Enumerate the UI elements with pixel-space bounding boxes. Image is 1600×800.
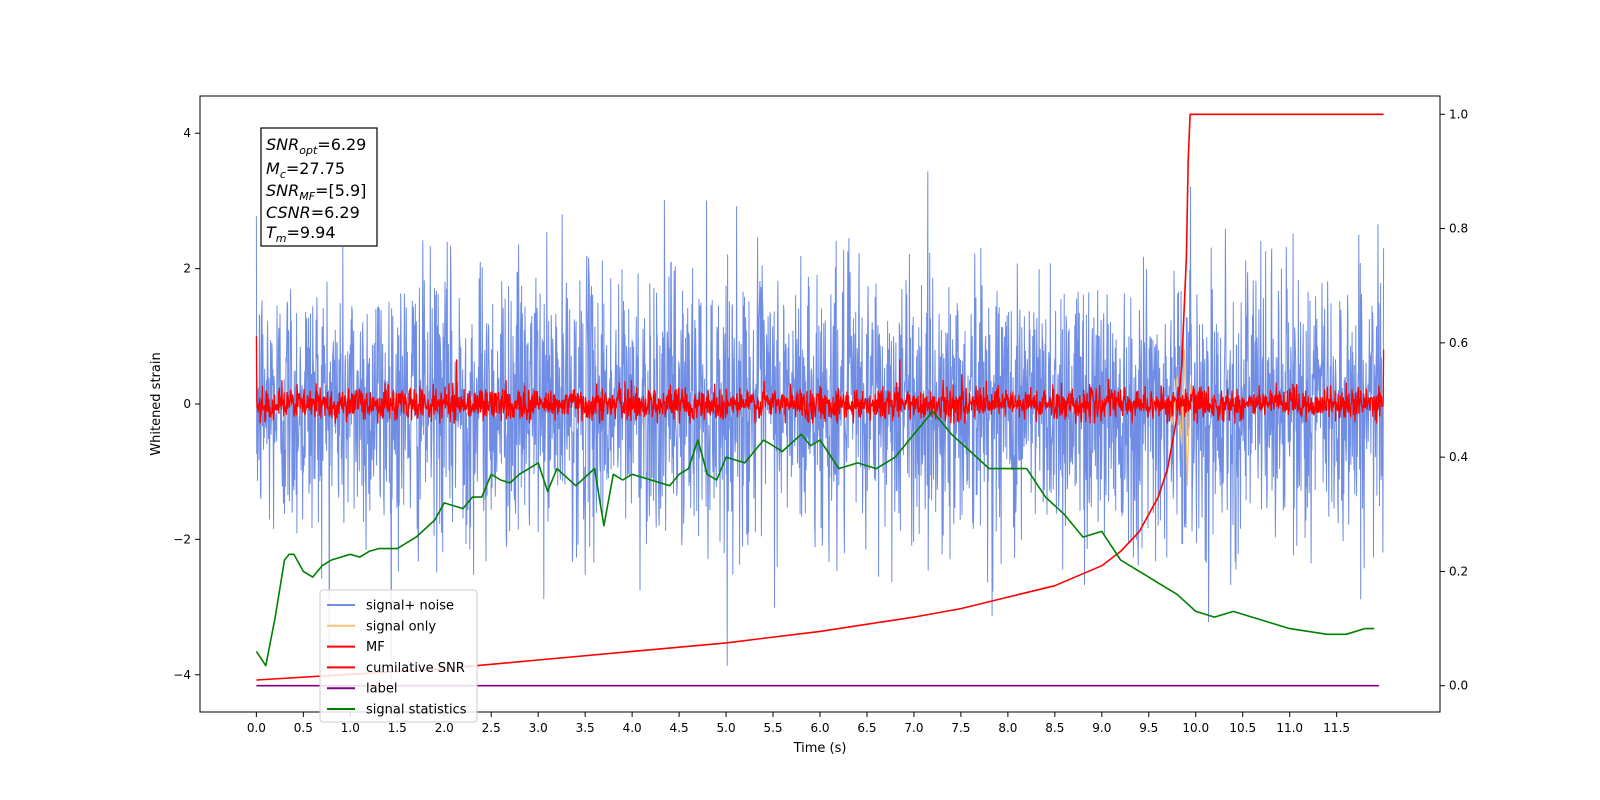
annotation-frame [260, 127, 378, 247]
annotation-line-csnr: CSNR=6.29 [266, 203, 360, 222]
x-tick-label: 0.0 [247, 721, 266, 735]
legend-label: signal statistics [366, 703, 467, 718]
x-tick-label: 0.5 [294, 721, 313, 735]
y-tick-label: 4 [183, 126, 191, 140]
series-cumilative-snr [256, 113, 1384, 681]
x-tick-label: 3.5 [576, 721, 595, 735]
x-tick-label: 9.0 [1092, 721, 1111, 735]
legend-label: label [366, 682, 397, 697]
legend-label: cumilative SNR [366, 661, 465, 676]
x-tick-label: 1.5 [388, 721, 407, 735]
x-tick-label: 6.0 [810, 721, 829, 735]
series-layer [255, 113, 1385, 687]
legend-label: MF [366, 640, 385, 655]
legend-label: signal only [366, 619, 436, 634]
annotation-line-tm: Tm=9.94 [266, 223, 336, 245]
annotation-line-mc: Mc=27.75 [266, 159, 345, 181]
x-tick-label: 10.0 [1182, 721, 1209, 735]
x-tick-label: 5.5 [763, 721, 782, 735]
right-y-tick-label: 0.6 [1449, 336, 1468, 350]
x-tick-label: 2.0 [435, 721, 454, 735]
y-tick-label: −2 [173, 532, 191, 546]
x-tick-label: 5.0 [717, 721, 736, 735]
x-tick-label: 1.0 [341, 721, 360, 735]
y-tick-label: −4 [173, 668, 191, 682]
x-tick-label: 4.5 [670, 721, 689, 735]
series-signal-noise [255, 171, 1385, 682]
x-axis-label: Time (s) [793, 741, 847, 756]
x-tick-label: 6.5 [857, 721, 876, 735]
right-y-tick-label: 0.2 [1449, 564, 1468, 578]
x-tick-label: 8.5 [1045, 721, 1064, 735]
right-y-tick-label: 0.4 [1449, 450, 1468, 464]
right-y-tick-label: 0.0 [1449, 679, 1468, 693]
annotation-line-snr-mf: SNRMF=[5.9] [266, 181, 366, 203]
x-tick-label: 3.0 [529, 721, 548, 735]
x-tick-label: 8.0 [998, 721, 1017, 735]
series-mf [255, 336, 1385, 424]
legend-label: signal+ noise [366, 599, 454, 614]
y-tick-label: 0 [183, 397, 191, 411]
right-y-tick-label: 0.8 [1449, 222, 1468, 236]
annotation-box: SNRopt=6.29 Mc=27.75 SNRMF=[5.9] CSNR=6.… [260, 127, 378, 247]
right-y-tick-label: 1.0 [1449, 107, 1468, 121]
x-tick-label: 7.0 [904, 721, 923, 735]
x-tick-label: 11.0 [1276, 721, 1303, 735]
ticks-layer: 0.0 0.5 1.0 1.5 2.0 2.5 3.0 3.5 4.0 4.5 5.0 5.5 6.0 6… [173, 107, 1468, 735]
series-signal-statistics [255, 410, 1375, 667]
y-axis-label: Whitened strain [149, 352, 164, 455]
y-tick-label: 2 [183, 262, 191, 276]
x-tick-label: 2.5 [482, 721, 501, 735]
legend-entries: signal+ noise signal only MF cumilative SNR… [327, 599, 467, 718]
x-tick-label: 4.0 [623, 721, 642, 735]
x-tick-label: 11.5 [1323, 721, 1350, 735]
legend: signal+ noise signal only MF cumilative SNR… [319, 589, 478, 723]
x-tick-label: 10.5 [1229, 721, 1256, 735]
annotation-line-snr-opt: SNRopt=6.29 [266, 135, 366, 157]
x-tick-label: 7.5 [951, 721, 970, 735]
legend-frame [319, 589, 478, 723]
x-tick-label: 9.5 [1139, 721, 1158, 735]
